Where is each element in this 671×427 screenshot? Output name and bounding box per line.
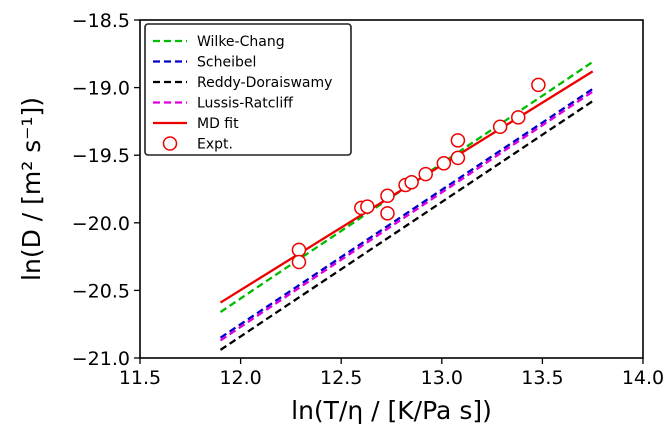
- x-tick-label: 11.5: [119, 367, 161, 389]
- y-tick-label: −19.0: [72, 78, 130, 100]
- x-tick-label: 14.0: [622, 367, 664, 389]
- x-axis-label: ln(T/η / [K/Pa s]): [291, 396, 492, 425]
- data-point-expt: [360, 199, 375, 214]
- legend-label-reddy-doraiswamy: Reddy-Doraiswamy: [197, 75, 332, 91]
- data-point-expt: [531, 77, 546, 93]
- data-point-expt: [418, 166, 433, 182]
- data-point-expt: [492, 119, 508, 135]
- legend-marker-expt: [162, 136, 178, 151]
- series-line-lussis-ratcliff: [219, 90, 594, 342]
- y-tick-label: −20.5: [72, 280, 130, 302]
- legend-label-scheibel: Scheibel: [197, 55, 256, 71]
- data-point-expt: [450, 150, 466, 166]
- data-point-expt: [291, 242, 307, 258]
- x-tick-label: 12.5: [320, 367, 362, 389]
- legend-label-md-fit: MD fit: [197, 116, 239, 132]
- data-point-expt: [404, 174, 419, 190]
- plot-markers: [291, 77, 546, 270]
- legend-label-wilke-chang: Wilke-Chang: [197, 34, 285, 50]
- data-point-expt: [511, 110, 526, 125]
- y-axis-label: ln(D / [m² s⁻¹]): [17, 97, 46, 281]
- y-tick-label: −20.0: [72, 213, 130, 235]
- x-tick-label: 13.5: [521, 367, 563, 389]
- legend-box: [144, 23, 352, 156]
- y-tick-label: −19.5: [72, 145, 130, 167]
- data-point-expt: [380, 188, 395, 204]
- legend-label-lussis-ratcliff: Lussis-Ratcliff: [197, 96, 293, 112]
- data-point-expt: [436, 156, 452, 171]
- legend: Wilke-Chang Scheibel Reddy-Doraiswamy Lussi…: [144, 23, 352, 156]
- data-point-expt: [380, 206, 395, 221]
- y-tick-label: −21.0: [72, 348, 130, 370]
- y-axis-ticks: −18.5 −19.0 −19.5 −20.0 −20.5 −21.0: [72, 10, 140, 370]
- y-tick-label: −18.5: [72, 10, 130, 32]
- data-point-expt: [291, 254, 307, 270]
- x-tick-label: 13.0: [421, 367, 463, 389]
- series-line-scheibel: [219, 87, 594, 339]
- plot-frame: [139, 19, 644, 359]
- x-tick-label: 12.0: [219, 367, 261, 389]
- series-line-reddy-doraiswamy: [219, 100, 594, 351]
- data-point-expt: [450, 133, 466, 148]
- legend-label-expt: Expt.: [197, 137, 233, 153]
- x-axis-ticks: 11.5 12.0 12.5 13.0 13.5 14.0: [119, 358, 664, 389]
